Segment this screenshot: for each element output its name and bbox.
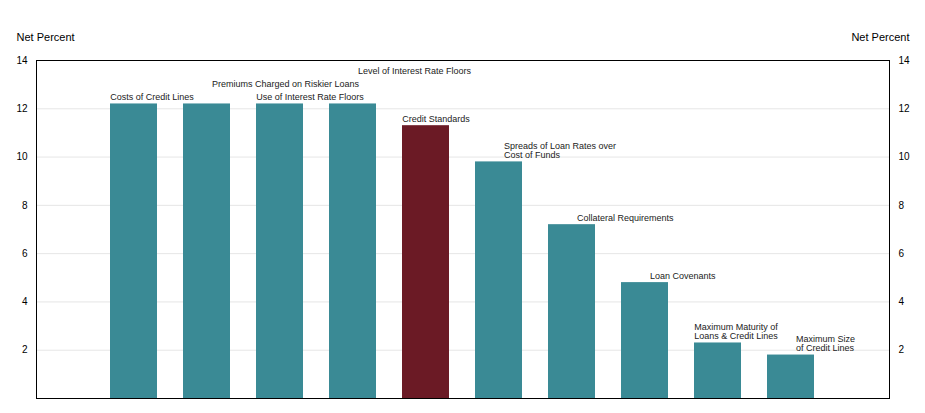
svg-text:Maximum Sizeof Credit Lines: Maximum Sizeof Credit Lines [796,334,855,353]
svg-text:Net Percent: Net Percent [851,31,909,43]
svg-text:12: 12 [16,103,28,114]
svg-text:Maximum Maturity ofLoans & Cre: Maximum Maturity ofLoans & Credit Lines [694,322,778,341]
svg-text:Use of Interest Rate Floors: Use of Interest Rate Floors [256,92,364,102]
svg-text:8: 8 [899,200,905,211]
svg-text:10: 10 [899,151,911,162]
svg-text:4: 4 [899,296,905,307]
svg-text:10: 10 [16,151,28,162]
svg-text:Loan Covenants: Loan Covenants [650,271,716,281]
svg-text:Net Percent: Net Percent [17,31,75,43]
svg-text:Spreads of Loan Rates overCost: Spreads of Loan Rates overCost of Funds [504,141,616,160]
svg-text:8: 8 [22,200,28,211]
svg-text:Credit Standards: Credit Standards [402,114,470,124]
svg-text:6: 6 [899,248,905,259]
svg-text:Level of Interest Rate Floors: Level of Interest Rate Floors [358,66,472,76]
svg-text:Premiums Charged on Riskier Lo: Premiums Charged on Riskier Loans [212,79,360,89]
svg-text:2: 2 [899,344,905,355]
svg-text:14: 14 [899,55,911,66]
svg-text:2: 2 [22,344,28,355]
svg-text:Collateral Requirements: Collateral Requirements [577,213,674,223]
svg-text:Costs of Credit Lines: Costs of Credit Lines [110,92,194,102]
svg-text:6: 6 [22,248,28,259]
svg-text:12: 12 [899,103,911,114]
svg-text:14: 14 [16,55,28,66]
svg-text:4: 4 [22,296,28,307]
